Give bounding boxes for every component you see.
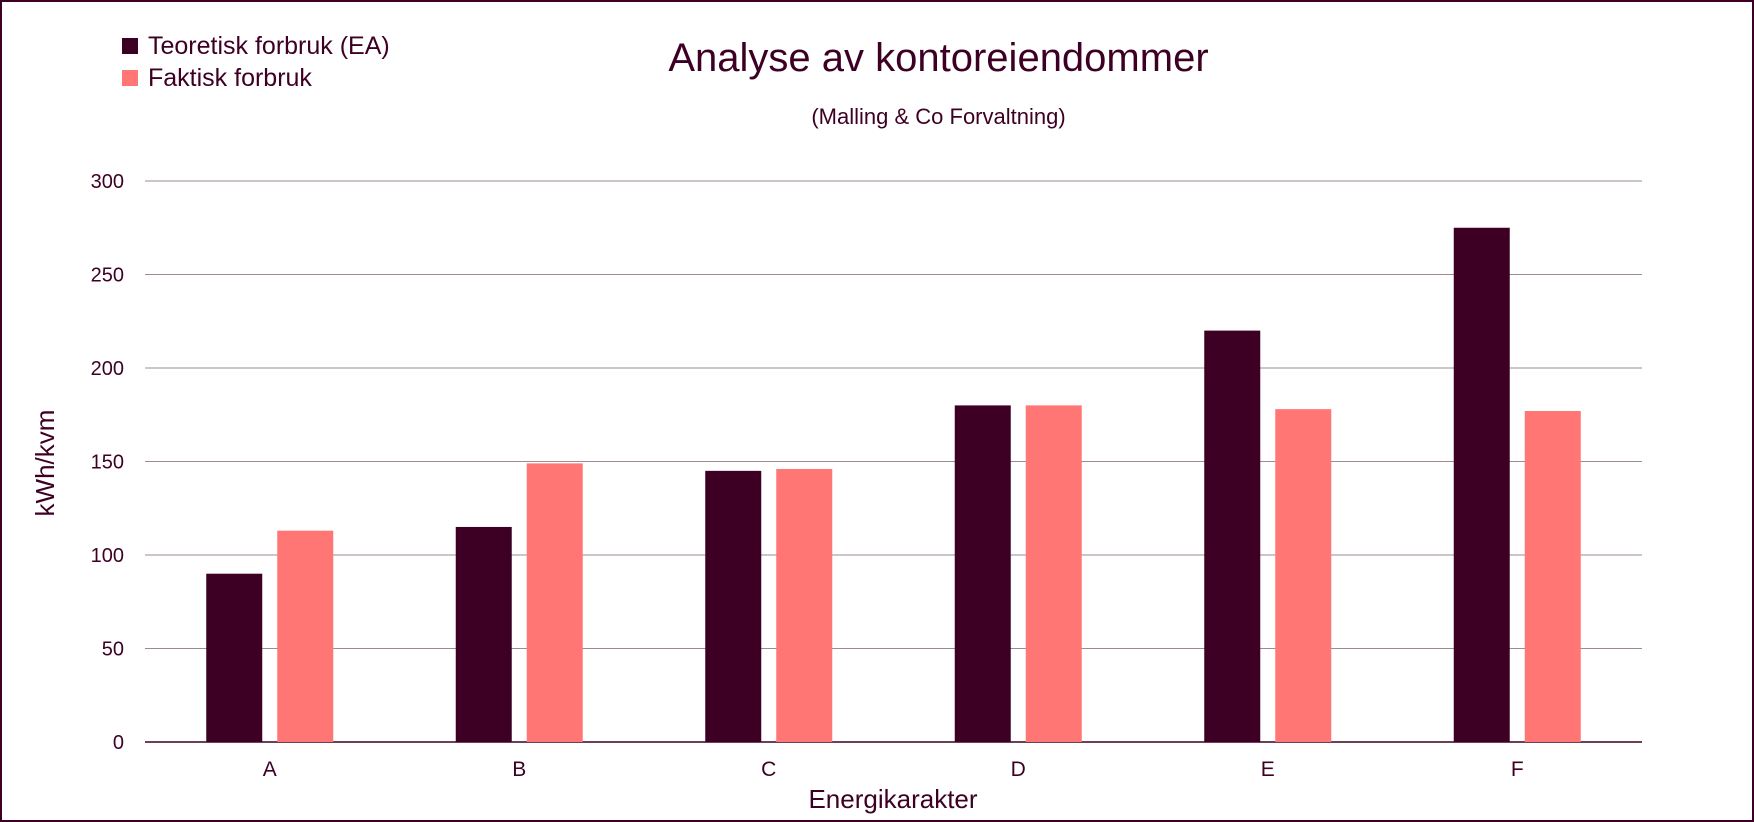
- y-tick-label-200: 200: [91, 358, 124, 380]
- y-axis-label: kWh/kvm: [30, 410, 60, 517]
- bar-a-series-1: [206, 573, 263, 742]
- bar-c-series-1: [705, 470, 762, 742]
- gridlines: [145, 180, 1642, 743]
- x-tick-label-b: B: [512, 758, 526, 781]
- chart-title: Analyse av kontoreiendommer: [668, 36, 1209, 80]
- legend-swatch-teoretisk: [122, 38, 138, 54]
- x-tick-label-c: C: [761, 758, 776, 781]
- bars: [206, 227, 1581, 742]
- legend-label-faktisk: Faktisk forbruk: [148, 63, 312, 92]
- legend-label-teoretisk: Teoretisk forbruk (EA): [148, 31, 390, 60]
- y-tick-label-50: 50: [102, 639, 124, 661]
- bar-e-series-1: [1204, 330, 1261, 742]
- chart-subtitle: (Malling & Co Forvaltning): [811, 104, 1066, 129]
- legend-item-faktisk: Faktisk forbruk: [122, 62, 390, 94]
- x-tick-label-f: F: [1511, 758, 1524, 781]
- bar-b-series-1: [455, 526, 512, 742]
- legend-item-teoretisk: Teoretisk forbruk (EA): [122, 30, 390, 62]
- y-tick-label-150: 150: [91, 452, 124, 474]
- bar-d-series-1: [954, 405, 1011, 742]
- x-tick-label-d: D: [1011, 758, 1026, 781]
- x-tick-labels: A B C D E F: [263, 758, 1524, 781]
- y-tick-label-250: 250: [91, 265, 124, 287]
- bar-d-series-2: [1025, 405, 1082, 742]
- y-tick-labels: 0 50 100 150 200 250 300: [91, 171, 124, 754]
- y-tick-label-100: 100: [91, 545, 124, 567]
- legend: Teoretisk forbruk (EA) Faktisk forbruk: [122, 30, 390, 94]
- y-tick-label-300: 300: [91, 171, 124, 193]
- y-tick-label-0: 0: [113, 732, 124, 754]
- bar-e-series-2: [1275, 409, 1332, 742]
- legend-swatch-faktisk: [122, 70, 138, 86]
- bar-c-series-2: [776, 468, 833, 742]
- x-tick-label-a: A: [263, 758, 277, 781]
- bar-a-series-2: [277, 530, 334, 742]
- x-axis-label: Energikarakter: [808, 784, 977, 814]
- bar-b-series-2: [526, 463, 583, 742]
- bar-f-series-2: [1524, 411, 1581, 742]
- x-tick-label-e: E: [1261, 758, 1275, 781]
- bar-f-series-1: [1453, 227, 1510, 742]
